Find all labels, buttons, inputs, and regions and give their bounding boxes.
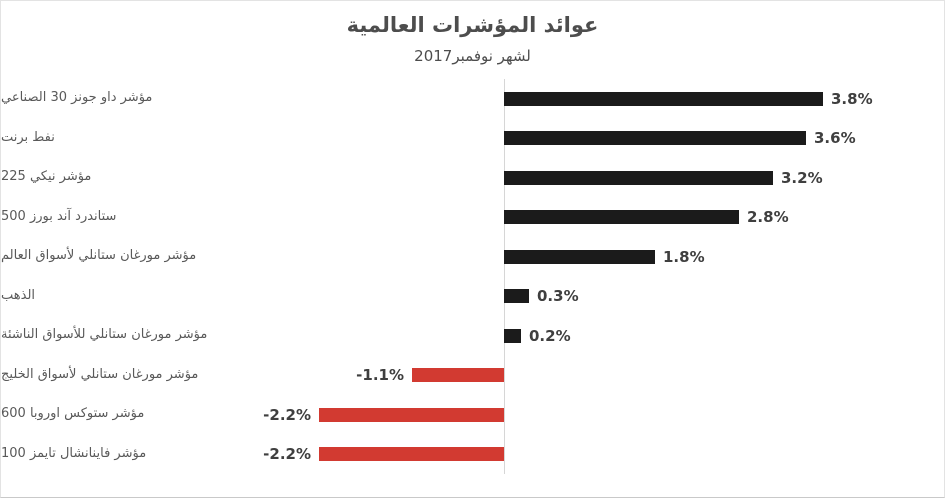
zero-axis-line [504, 79, 505, 474]
positive-bar [504, 91, 823, 106]
category-label: مؤشر فاينانشال تايمز 100 [1, 445, 147, 461]
chart-row: مؤشر مورغان ستانلي لأسواق العالم 1.8% [1, 237, 944, 277]
chart-subtitle: لشهر نوفمبر2017 [414, 47, 531, 65]
value-label: -2.2% [263, 445, 311, 464]
value-label: 1.8% [663, 247, 705, 266]
chart-row: مؤشر داو جونز 30 الصناعي 3.8% [1, 79, 944, 119]
category-label: مؤشر مورغان ستانلي لأسواق الخليج [1, 366, 199, 382]
positive-bar [504, 131, 806, 146]
chart-row: مؤشر مورغان ستانلي للأسواق الناشئة 0.2% [1, 316, 944, 356]
chart-row: ستاندرد آند بورز 500 2.8% [1, 198, 944, 238]
category-label: مؤشر داو جونز 30 الصناعي [1, 90, 153, 106]
chart-row: مؤشر نيكي 225 3.2% [1, 158, 944, 198]
positive-bar [504, 249, 655, 264]
value-label: 2.8% [747, 208, 789, 227]
plot-area: مؤشر داو جونز 30 الصناعي 3.8% نفط برنت 3.6%… [1, 79, 944, 475]
positive-bar [504, 170, 773, 185]
chart-row: مؤشر ستوكس اوروبا 600 -2.2% [1, 395, 944, 435]
negative-bar [319, 447, 504, 462]
chart-row: نفط برنت 3.6% [1, 119, 944, 159]
negative-bar [412, 368, 504, 383]
category-label: مؤشر مورغان ستانلي لأسواق العالم [1, 248, 197, 264]
value-label: 3.6% [814, 129, 856, 148]
category-label: ستاندرد آند بورز 500 [1, 208, 117, 224]
category-label: مؤشر مورغان ستانلي للأسواق الناشئة [1, 327, 208, 343]
negative-bar [319, 407, 504, 422]
value-label: -1.1% [356, 366, 404, 385]
positive-bar [504, 289, 529, 304]
category-label: نفط برنت [1, 129, 55, 145]
chart-row: مؤشر مورغان ستانلي لأسواق الخليج -1.1% [1, 356, 944, 396]
category-label: مؤشر ستوكس اوروبا 600 [1, 406, 145, 422]
positive-bar [504, 210, 739, 225]
value-label: 0.2% [529, 326, 571, 345]
value-label: 3.2% [781, 168, 823, 187]
value-label: 3.8% [831, 89, 873, 108]
chart-row: مؤشر فاينانشال تايمز 100 -2.2% [1, 435, 944, 475]
chart-title: عوائد المؤشرات العالمية [346, 13, 599, 37]
value-label: -2.2% [263, 405, 311, 424]
value-label: 0.3% [537, 287, 579, 306]
positive-bar [504, 328, 521, 343]
category-label: مؤشر نيكي 225 [1, 169, 92, 185]
category-label: الذهب [1, 287, 36, 303]
chart-row: الذهب 0.3% [1, 277, 944, 317]
